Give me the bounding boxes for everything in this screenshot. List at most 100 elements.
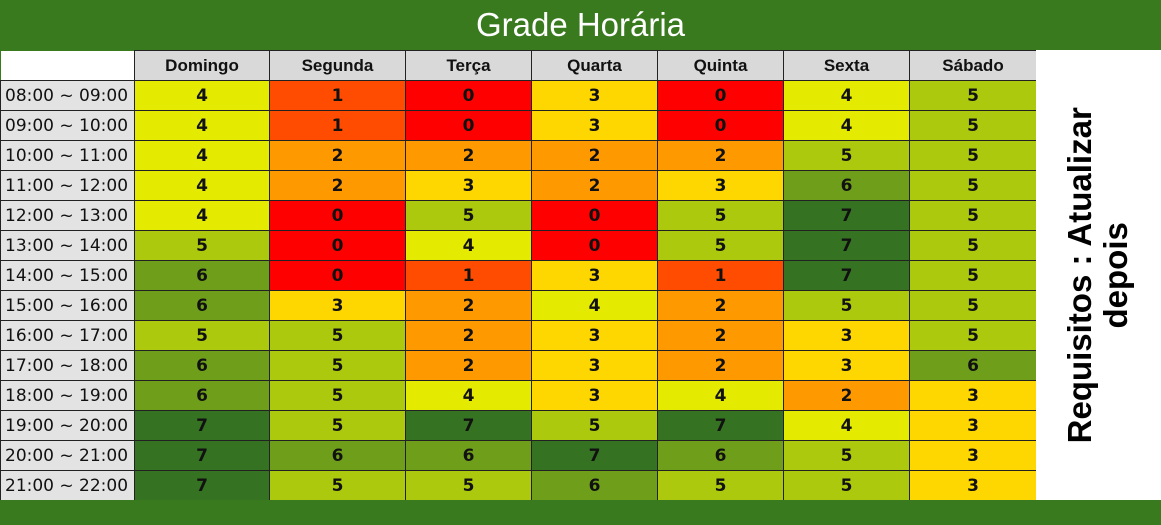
availability-cell: 4 bbox=[783, 80, 910, 111]
availability-cell: 5 bbox=[909, 140, 1037, 171]
side-note: Requisitos : Atualizar depois bbox=[1061, 107, 1135, 443]
availability-cell: 5 bbox=[909, 170, 1037, 201]
availability-cell: 6 bbox=[657, 440, 784, 471]
table-row: 15:00 ~ 16:00 6 3 2 4 2 5 5 bbox=[0, 290, 1037, 321]
page-title: Grade Horária bbox=[475, 6, 686, 43]
day-header: Sábado bbox=[909, 50, 1037, 81]
availability-cell: 4 bbox=[134, 170, 270, 201]
availability-cell: 2 bbox=[657, 320, 784, 351]
availability-cell: 3 bbox=[909, 440, 1037, 471]
availability-cell: 5 bbox=[909, 290, 1037, 321]
availability-cell: 5 bbox=[657, 200, 784, 231]
title-bar: Grade Horária bbox=[0, 0, 1161, 50]
availability-cell: 3 bbox=[531, 350, 658, 381]
availability-cell: 5 bbox=[269, 410, 406, 441]
table-row: 21:00 ~ 22:00 7 5 5 6 5 5 3 bbox=[0, 470, 1037, 501]
availability-cell: 7 bbox=[783, 200, 910, 231]
availability-cell: 7 bbox=[783, 260, 910, 291]
availability-cell: 5 bbox=[134, 320, 270, 351]
availability-cell: 7 bbox=[134, 410, 270, 441]
table-row: 10:00 ~ 11:00 4 2 2 2 2 5 5 bbox=[0, 140, 1037, 171]
time-slot-label: 19:00 ~ 20:00 bbox=[0, 410, 135, 441]
availability-cell: 3 bbox=[405, 170, 532, 201]
availability-cell: 7 bbox=[134, 440, 270, 471]
time-slot-label: 18:00 ~ 19:00 bbox=[0, 380, 135, 411]
availability-cell: 5 bbox=[909, 110, 1037, 141]
availability-cell: 3 bbox=[531, 80, 658, 111]
availability-cell: 6 bbox=[405, 440, 532, 471]
availability-cell: 0 bbox=[531, 200, 658, 231]
table-row: 08:00 ~ 09:00 4 1 0 3 0 4 5 bbox=[0, 80, 1037, 111]
availability-cell: 5 bbox=[657, 230, 784, 261]
time-slot-label: 17:00 ~ 18:00 bbox=[0, 350, 135, 381]
table-row: 19:00 ~ 20:00 7 5 7 5 7 4 3 bbox=[0, 410, 1037, 441]
availability-cell: 5 bbox=[783, 470, 910, 501]
availability-cell: 5 bbox=[269, 470, 406, 501]
availability-cell: 2 bbox=[531, 170, 658, 201]
availability-cell: 3 bbox=[531, 320, 658, 351]
availability-cell: 3 bbox=[909, 470, 1037, 501]
availability-cell: 4 bbox=[134, 140, 270, 171]
availability-cell: 0 bbox=[405, 80, 532, 111]
day-header: Segunda bbox=[269, 50, 406, 81]
availability-cell: 4 bbox=[405, 380, 532, 411]
time-slot-label: 16:00 ~ 17:00 bbox=[0, 320, 135, 351]
availability-cell: 5 bbox=[531, 410, 658, 441]
availability-cell: 7 bbox=[657, 410, 784, 441]
availability-cell: 5 bbox=[909, 200, 1037, 231]
availability-cell: 2 bbox=[269, 170, 406, 201]
side-note-panel: Requisitos : Atualizar depois bbox=[1036, 50, 1161, 500]
time-slot-label: 08:00 ~ 09:00 bbox=[0, 80, 135, 111]
availability-cell: 5 bbox=[657, 470, 784, 501]
availability-cell: 1 bbox=[269, 110, 406, 141]
corner-cell bbox=[0, 50, 135, 81]
availability-cell: 2 bbox=[405, 140, 532, 171]
availability-cell: 4 bbox=[783, 410, 910, 441]
availability-cell: 4 bbox=[405, 230, 532, 261]
day-header: Sexta bbox=[783, 50, 910, 81]
availability-cell: 6 bbox=[134, 350, 270, 381]
availability-cell: 6 bbox=[783, 170, 910, 201]
availability-cell: 0 bbox=[269, 260, 406, 291]
day-header: Quinta bbox=[657, 50, 784, 81]
availability-cell: 5 bbox=[909, 80, 1037, 111]
availability-cell: 2 bbox=[657, 140, 784, 171]
availability-cell: 4 bbox=[134, 200, 270, 231]
availability-cell: 4 bbox=[134, 110, 270, 141]
time-slot-label: 14:00 ~ 15:00 bbox=[0, 260, 135, 291]
availability-cell: 2 bbox=[657, 290, 784, 321]
availability-cell: 2 bbox=[531, 140, 658, 171]
availability-cell: 6 bbox=[134, 260, 270, 291]
availability-cell: 4 bbox=[134, 80, 270, 111]
table-row: 09:00 ~ 10:00 4 1 0 3 0 4 5 bbox=[0, 110, 1037, 141]
availability-cell: 3 bbox=[531, 380, 658, 411]
availability-cell: 0 bbox=[269, 230, 406, 261]
table-row: 17:00 ~ 18:00 6 5 2 3 2 3 6 bbox=[0, 350, 1037, 381]
table-row: 14:00 ~ 15:00 6 0 1 3 1 7 5 bbox=[0, 260, 1037, 291]
availability-cell: 3 bbox=[269, 290, 406, 321]
day-header-row: Domingo Segunda Terça Quarta Quinta Sext… bbox=[0, 50, 1037, 81]
availability-cell: 2 bbox=[269, 140, 406, 171]
availability-cell: 2 bbox=[405, 290, 532, 321]
time-slot-label: 11:00 ~ 12:00 bbox=[0, 170, 135, 201]
availability-cell: 3 bbox=[657, 170, 784, 201]
table-row: 13:00 ~ 14:00 5 0 4 0 5 7 5 bbox=[0, 230, 1037, 261]
table-row: 18:00 ~ 19:00 6 5 4 3 4 2 3 bbox=[0, 380, 1037, 411]
day-header: Quarta bbox=[531, 50, 658, 81]
time-slot-label: 09:00 ~ 10:00 bbox=[0, 110, 135, 141]
availability-cell: 6 bbox=[134, 290, 270, 321]
availability-cell: 5 bbox=[269, 320, 406, 351]
day-header: Terça bbox=[405, 50, 532, 81]
availability-cell: 0 bbox=[657, 80, 784, 111]
availability-cell: 4 bbox=[657, 380, 784, 411]
footer-bar bbox=[0, 500, 1161, 525]
availability-cell: 6 bbox=[269, 440, 406, 471]
availability-cell: 3 bbox=[909, 410, 1037, 441]
availability-cell: 7 bbox=[531, 440, 658, 471]
time-slot-label: 13:00 ~ 14:00 bbox=[0, 230, 135, 261]
availability-cell: 3 bbox=[783, 350, 910, 381]
availability-cell: 7 bbox=[134, 470, 270, 501]
availability-cell: 4 bbox=[531, 290, 658, 321]
availability-cell: 5 bbox=[269, 350, 406, 381]
day-header: Domingo bbox=[134, 50, 270, 81]
